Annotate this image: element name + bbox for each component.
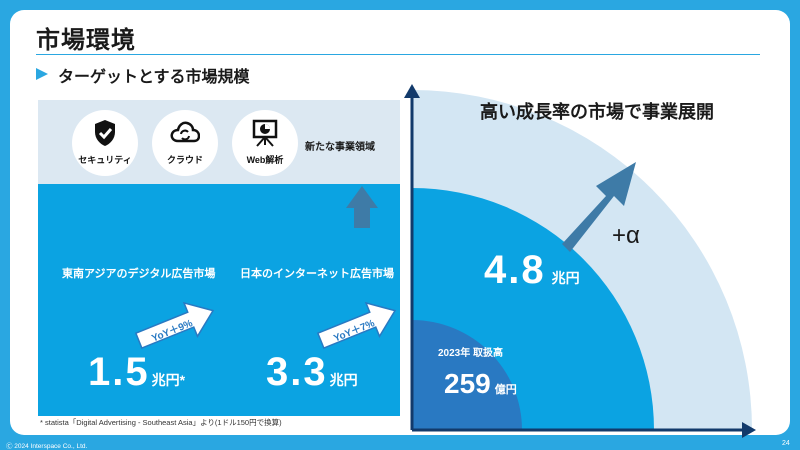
web-analytics-domain: Web解析 bbox=[232, 110, 298, 176]
page-number: 24 bbox=[782, 440, 790, 447]
security-domain: セキュリティ bbox=[72, 110, 138, 176]
security-label: セキュリティ bbox=[78, 155, 132, 165]
handling-volume-value: 259 億円 bbox=[444, 368, 517, 400]
new-domain-label: 新たな事業領域 bbox=[305, 142, 375, 153]
markets-band bbox=[38, 184, 400, 416]
cloud-sync-icon bbox=[170, 121, 200, 143]
jp-market-value: 3.3 兆円 bbox=[266, 350, 358, 395]
web-analytics-label: Web解析 bbox=[246, 155, 284, 165]
presentation-chart-icon bbox=[252, 119, 278, 147]
page-title: 市場環境 bbox=[36, 27, 136, 54]
jp-value-unit: 兆円 bbox=[329, 372, 358, 388]
total-value-unit: 兆円 bbox=[551, 270, 580, 286]
growth-headline: 高い成長率の市場で事業展開 bbox=[480, 102, 714, 122]
title-divider bbox=[36, 54, 760, 55]
total-market-value: 4.8 兆円 bbox=[484, 248, 580, 293]
handling-volume-unit: 億円 bbox=[494, 384, 517, 396]
jp-yoy-arrow-icon bbox=[316, 301, 397, 350]
jp-value-number: 3.3 bbox=[266, 350, 328, 394]
handling-volume-number: 259 bbox=[444, 368, 491, 399]
section-subtitle: ターゲットとする市場規模 bbox=[58, 69, 250, 86]
subtitle-arrow-icon bbox=[36, 68, 48, 80]
cloud-label: クラウド bbox=[166, 155, 203, 165]
sea-market-label: 東南アジアのデジタル広告市場 bbox=[62, 268, 216, 280]
jp-market-label: 日本のインターネット広告市場 bbox=[240, 268, 394, 280]
sea-value-unit: 兆円* bbox=[151, 372, 186, 388]
sea-value-number: 1.5 bbox=[88, 350, 150, 394]
x-axis-arrow-icon bbox=[742, 422, 756, 438]
footnote: * statista「Digital Advertising - Southea… bbox=[40, 418, 282, 427]
shield-check-icon bbox=[95, 120, 115, 146]
cloud-domain: クラウド bbox=[152, 110, 218, 176]
sea-yoy-arrow-icon bbox=[134, 301, 215, 350]
copyright: Ⓒ 2024 Interspace Co., Ltd. bbox=[6, 443, 88, 450]
growth-arrow-icon bbox=[562, 162, 636, 252]
inner-arc bbox=[412, 320, 522, 430]
handling-volume-label: 2023年 取扱高 bbox=[438, 348, 504, 359]
sea-market-value: 1.5 兆円* bbox=[88, 350, 185, 395]
total-value-number: 4.8 bbox=[484, 248, 546, 292]
plus-alpha-label: +α bbox=[612, 222, 640, 249]
y-axis-arrow-icon bbox=[404, 84, 420, 98]
